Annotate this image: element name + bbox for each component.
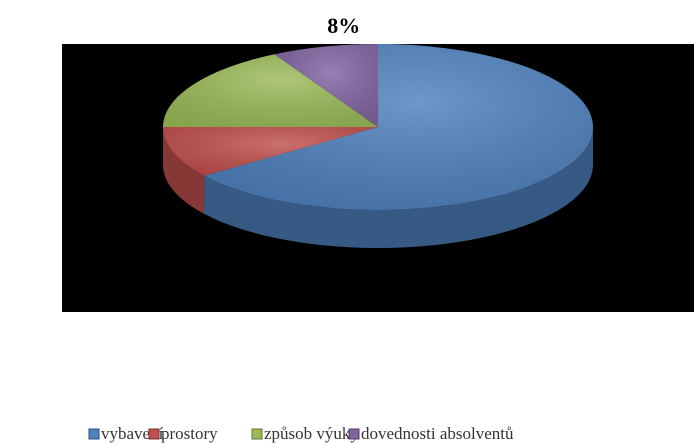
legend-swatch <box>88 428 100 440</box>
legend-swatch <box>148 428 160 440</box>
slice-shine <box>163 127 378 176</box>
data-label: 8% <box>327 13 360 38</box>
slice-shine <box>274 44 378 127</box>
slice-side <box>204 127 593 248</box>
legend-label: dovednosti absolventů <box>361 424 514 443</box>
slice-shine <box>163 54 378 128</box>
slice-side <box>163 127 205 214</box>
legend-swatch <box>251 428 263 440</box>
legend-label: způsob výuky <box>264 424 359 443</box>
legend-label: vybavení <box>101 424 164 443</box>
legend-label: prostory <box>161 424 218 443</box>
slice-shine <box>204 44 593 211</box>
legend-swatch <box>348 428 360 440</box>
